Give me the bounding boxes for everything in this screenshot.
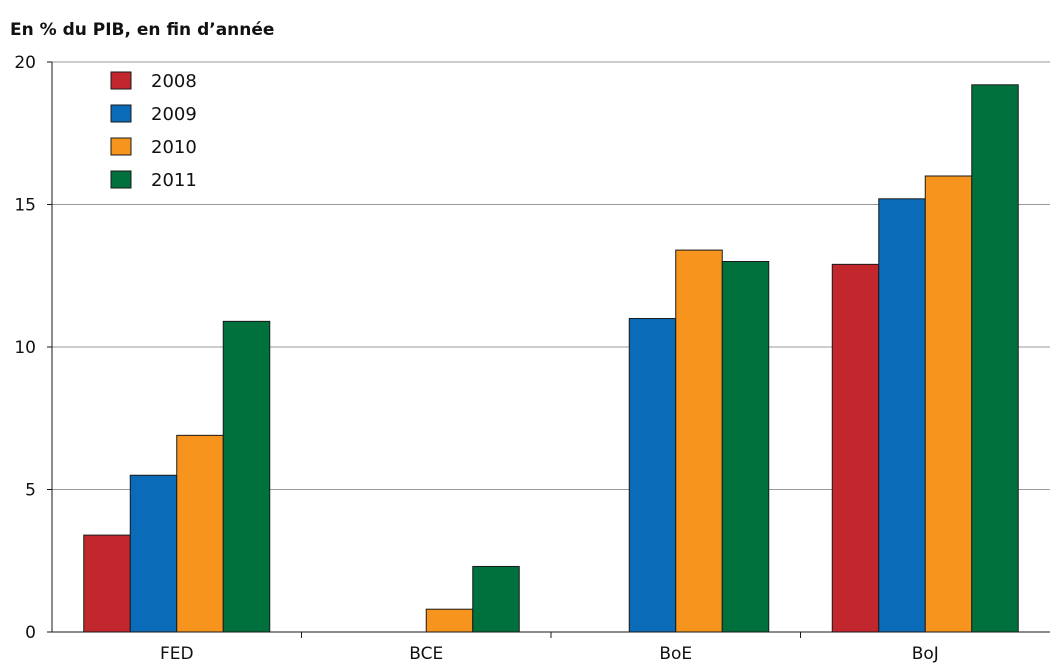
- legend-swatch-2009: [110, 104, 132, 123]
- legend: 2008 2009 2010 2011: [110, 71, 197, 191]
- axes: 0 5 10 15 20 FED BCE BoE BoJ: [14, 53, 1050, 664]
- legend-label-2010: 2010: [151, 137, 197, 158]
- bar-fed-2008: [83, 534, 131, 633]
- y-tick-label: 15: [14, 196, 36, 216]
- bar-fed-2009: [129, 474, 178, 633]
- legend-label-2011: 2011: [151, 170, 197, 191]
- legend-swatch-2011: [110, 170, 132, 189]
- x-category-label: BoJ: [912, 644, 939, 664]
- bar-boe-2011: [721, 261, 770, 633]
- y-tick-label: 20: [14, 53, 36, 73]
- x-category-label: BCE: [409, 644, 443, 664]
- bar-boe-2009: [628, 318, 677, 633]
- bar-bce-2010: [425, 608, 474, 633]
- bar-boj-2009: [878, 198, 926, 633]
- legend-swatch-2010: [110, 137, 132, 156]
- bar-bce-2011: [472, 565, 520, 633]
- y-tick-label: 10: [14, 338, 36, 358]
- bar-boe-2010: [675, 249, 723, 633]
- legend-label-2009: 2009: [151, 104, 197, 125]
- chart-title: En % du PIB, en fin d’année: [10, 20, 275, 40]
- y-tick-label: 5: [25, 481, 36, 501]
- bar-boj-2011: [971, 84, 1019, 633]
- bar-fed-2011: [222, 320, 271, 633]
- legend-label-2008: 2008: [151, 71, 197, 92]
- bars: [83, 84, 1019, 633]
- bar-boj-2010: [924, 175, 973, 633]
- x-category-label: BoE: [659, 644, 692, 664]
- bar-fed-2010: [176, 434, 224, 633]
- legend-swatch-2008: [110, 71, 132, 90]
- y-tick-label: 0: [25, 623, 36, 643]
- bar-boj-2008: [831, 263, 880, 633]
- x-category-label: FED: [160, 644, 194, 664]
